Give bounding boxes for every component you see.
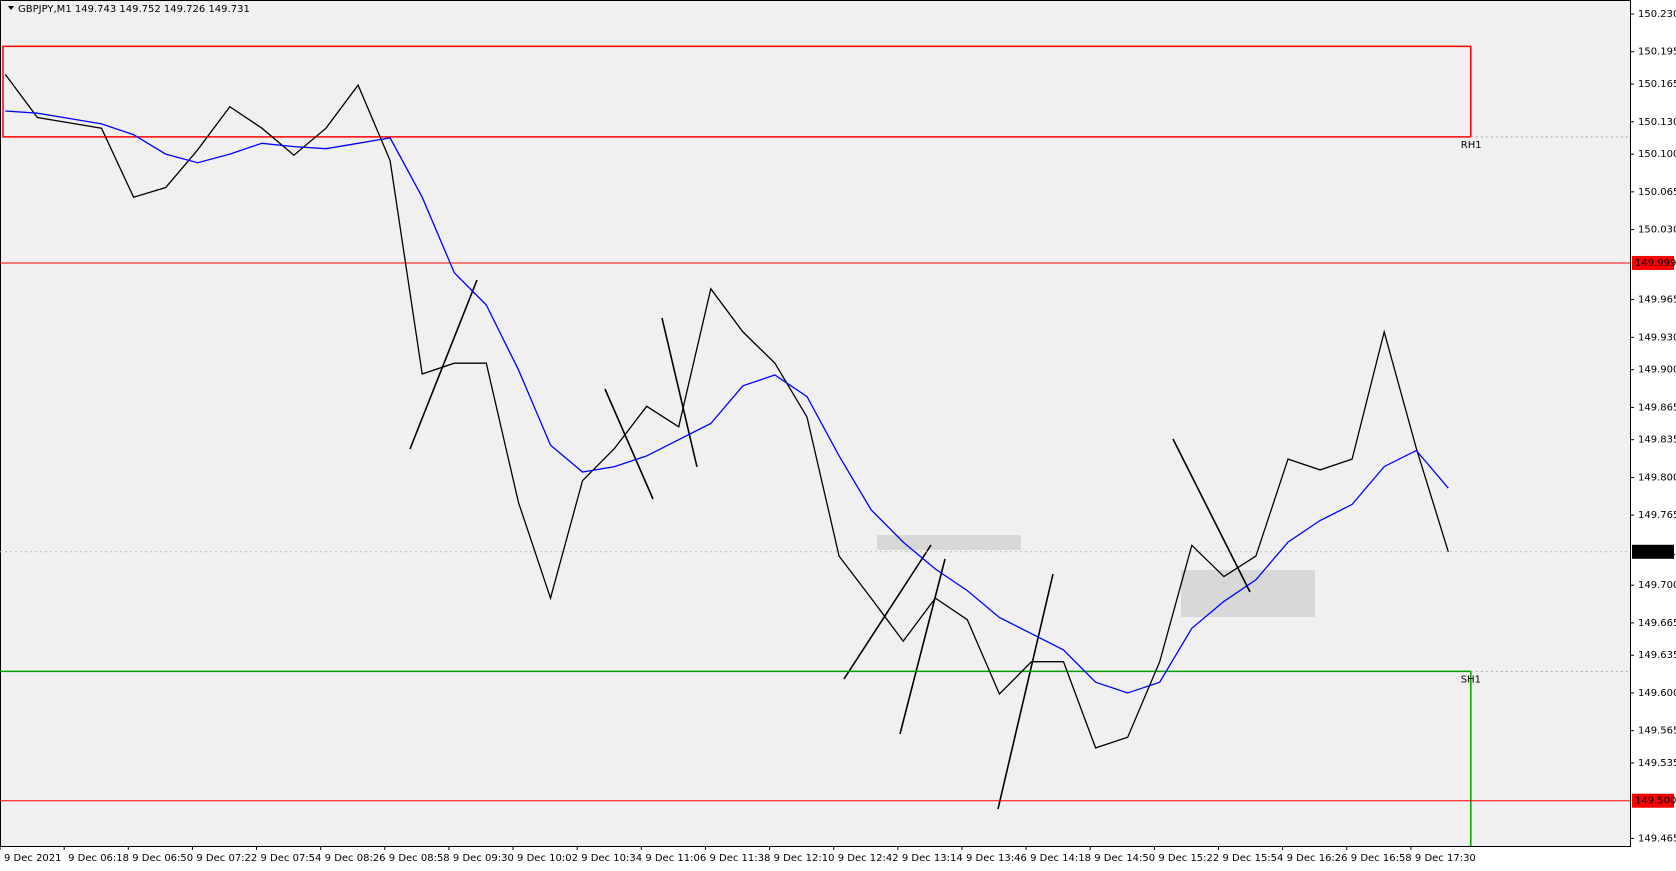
trend-line [843, 544, 932, 680]
y-tick-label: 150.230 [1638, 9, 1676, 20]
zone-box [2, 45, 1472, 138]
y-tick-label: 149.835 [1638, 435, 1676, 446]
x-tick-label: 9 Dec 14:18 [1030, 853, 1091, 864]
level-marker [1632, 544, 1674, 559]
x-tick-label: 9 Dec 11:38 [709, 853, 770, 864]
chart-title: GBPJPY,M1 149.743 149.752 149.726 149.73… [18, 4, 250, 15]
x-tick-label: 9 Dec 07:54 [261, 853, 322, 864]
trend-line [661, 317, 698, 468]
y-tick-label: 149.465 [1638, 833, 1676, 844]
y-tick-label: 149.800 [1638, 472, 1676, 483]
y-tick-label: 149.865 [1638, 402, 1676, 413]
y-tick-label: 149.900 [1638, 365, 1676, 376]
x-tick-label: 9 Dec 16:26 [1287, 853, 1348, 864]
grey-zone [1181, 570, 1315, 617]
level-label: 149.500 [1635, 796, 1676, 807]
y-tick-label: 149.635 [1638, 650, 1676, 661]
y-tick-label: 150.130 [1638, 117, 1676, 128]
menu-arrow[interactable] [8, 6, 14, 10]
x-tick-label: 9 Dec 17:30 [1415, 853, 1476, 864]
x-tick-label: 9 Dec 09:30 [453, 853, 514, 864]
trend-line [899, 558, 946, 735]
x-tick-label: 9 Dec 06:18 [68, 853, 129, 864]
trend-line [1172, 438, 1251, 593]
plot-area [0, 0, 1631, 847]
x-tick-label: 9 Dec 2021 [4, 853, 62, 864]
y-tick-label: 149.600 [1638, 688, 1676, 699]
x-tick-label: 9 Dec 13:14 [902, 853, 963, 864]
y-tick-label: 150.100 [1638, 149, 1676, 160]
price-line [4, 74, 1449, 749]
x-tick-label: 9 Dec 16:58 [1351, 853, 1412, 864]
y-tick-label: 149.665 [1638, 618, 1676, 629]
x-tick-label: 9 Dec 12:42 [838, 853, 899, 864]
annotations [409, 279, 1315, 810]
x-tick-label: 9 Dec 10:34 [581, 853, 642, 864]
y-tick-label: 149.565 [1638, 726, 1676, 737]
zone-label: RH1 [1461, 140, 1482, 151]
trend-line [604, 388, 654, 500]
x-tick-label: 9 Dec 14:50 [1094, 853, 1155, 864]
y-tick-label: 149.535 [1638, 758, 1676, 769]
y-tick-label: 150.065 [1638, 187, 1676, 198]
x-tick-label: 9 Dec 08:58 [389, 853, 450, 864]
trend-line [409, 279, 478, 450]
x-tick-label: 9 Dec 07:22 [196, 853, 257, 864]
y-tick-label: 150.165 [1638, 79, 1676, 90]
x-tick-label: 9 Dec 11:06 [645, 853, 706, 864]
x-tick-label: 9 Dec 15:54 [1223, 853, 1284, 864]
y-tick-label: 149.965 [1638, 295, 1676, 306]
y-tick-label: 149.700 [1638, 580, 1676, 591]
x-tick-label: 9 Dec 10:02 [517, 853, 578, 864]
level-label: 149.999 [1635, 258, 1676, 269]
x-tick-label: 9 Dec 08:26 [325, 853, 386, 864]
trend-line [997, 573, 1054, 810]
x-tick-label: 9 Dec 06:50 [132, 853, 193, 864]
y-tick-label: 149.765 [1638, 510, 1676, 521]
y-tick-label: 150.030 [1638, 225, 1676, 236]
price-line [5, 110, 1449, 694]
x-tick-label: 9 Dec 15:22 [1158, 853, 1219, 864]
y-tick-label: 150.195 [1638, 47, 1676, 58]
x-tick-label: 9 Dec 12:10 [774, 853, 835, 864]
y-tick-label: 149.930 [1638, 332, 1676, 343]
x-tick-label: 9 Dec 13:46 [966, 853, 1027, 864]
level-label: 149.731 [1635, 547, 1676, 558]
zone-label: SH1 [1461, 674, 1481, 685]
level-marker [1632, 793, 1674, 808]
grey-zone [877, 535, 1021, 550]
level-marker [1632, 255, 1674, 270]
